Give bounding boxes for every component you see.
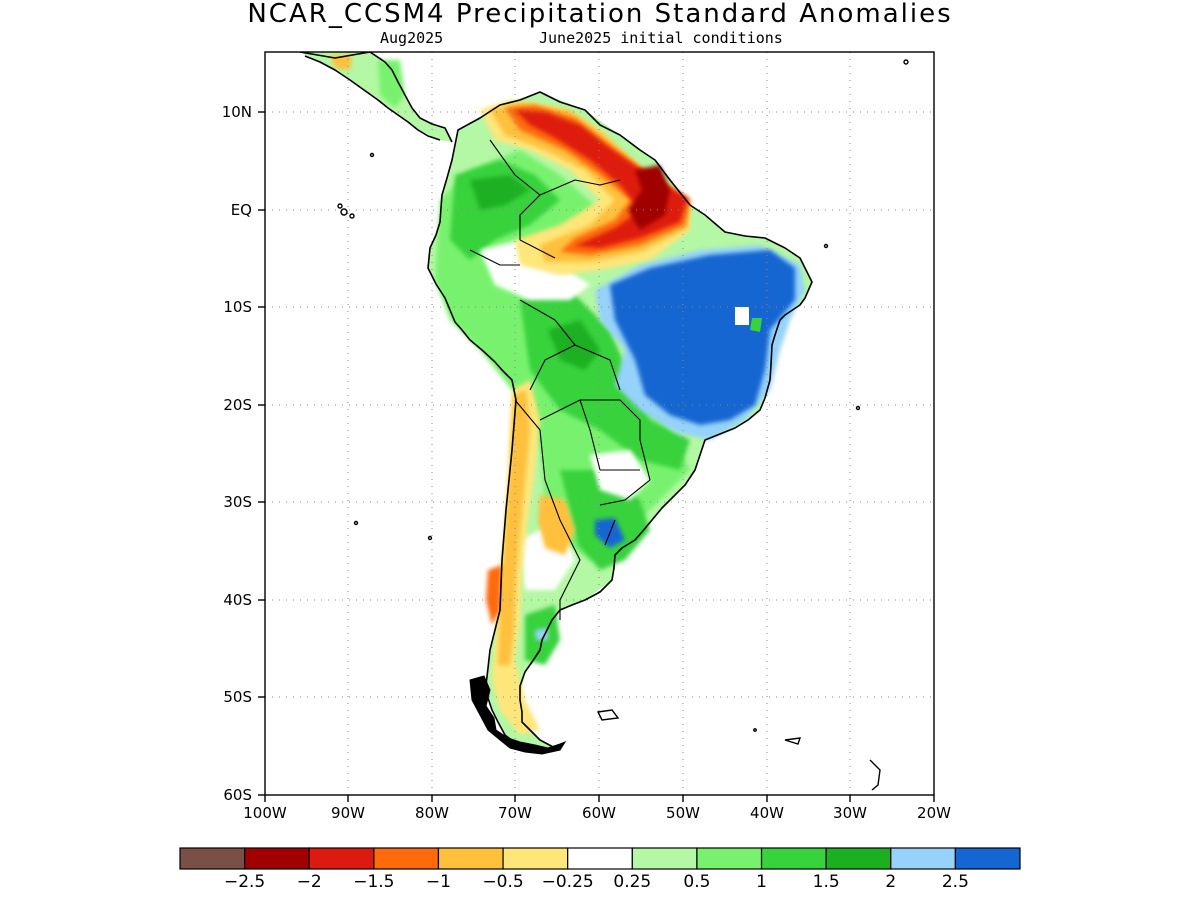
anomaly-green-dark-c — [470, 175, 530, 210]
colorbar-swatch — [437, 847, 504, 870]
central-america-land — [300, 52, 452, 142]
colorbar-label: 0.25 — [613, 872, 651, 892]
colorbar-swatch — [954, 847, 1021, 870]
lat-label: 10N — [222, 103, 252, 121]
lat-label: 10S — [223, 298, 252, 316]
anomaly-wet-gap-green — [750, 318, 762, 332]
colorbar-swatch — [825, 847, 892, 870]
map-gridlines — [265, 52, 934, 795]
lat-label: 40S — [223, 591, 252, 609]
colorbar-label: −2 — [297, 872, 322, 892]
colorbar-label: 1 — [756, 872, 767, 892]
colorbar-label: −1 — [426, 872, 451, 892]
colorbar-swatch — [502, 847, 569, 870]
colorbar-swatch — [760, 847, 827, 870]
colorbar-swatch — [890, 847, 956, 870]
anomaly-wet-gap — [735, 307, 749, 325]
anomaly-wet-patagonia — [535, 628, 548, 640]
colorbar-label: 0.5 — [683, 872, 710, 892]
forecast-month: Aug2025 — [380, 29, 444, 47]
anomaly-dry-pampas — [538, 495, 575, 555]
lon-label: 60W — [582, 804, 616, 822]
colorbar-label: 2 — [885, 872, 896, 892]
lon-label: 20W — [917, 804, 951, 822]
islands — [337, 59, 909, 791]
colorbar-label: 2.5 — [942, 872, 969, 892]
colorbar: −2.5 −2 −1.5 −1 −0.5 −0.25 0.25 0.5 1 1.5 2 2.5 — [179, 847, 1021, 892]
patagonia-fjords — [469, 675, 567, 755]
anomaly-green-central-america — [378, 60, 405, 108]
anomaly-neutral-b — [590, 450, 650, 500]
lat-label: 50S — [223, 688, 252, 706]
anomaly-dry-north-darkred — [628, 165, 670, 230]
lon-label: 80W — [415, 804, 449, 822]
lat-label: 30S — [223, 493, 252, 511]
colorbar-label: −2.5 — [224, 872, 265, 892]
longitude-labels: 100W 90W 80W 70W 60W 50W 40W 30W 20W — [243, 804, 951, 822]
colorbar-swatch — [308, 847, 375, 870]
chart-title: NCAR_CCSM4 Precipitation Standard Anomal… — [247, 0, 953, 29]
colorbar-label: −0.5 — [482, 872, 523, 892]
lon-label: 70W — [498, 804, 532, 822]
colorbar-swatch — [179, 847, 246, 870]
lat-label: 60S — [223, 786, 252, 804]
anomaly-dry-central-america — [330, 55, 352, 70]
colorbar-label: −1.5 — [353, 872, 394, 892]
anomaly-dry-andes-orange — [486, 565, 502, 625]
lon-label: 40W — [750, 804, 784, 822]
colorbar-swatch — [631, 847, 698, 870]
latitude-labels: 10N EQ 10S 20S 30S 40S 50S 60S — [222, 103, 252, 804]
country-borders — [469, 139, 651, 620]
anomaly-neutral-a — [480, 240, 590, 300]
anomaly-dry-andes-mid — [498, 390, 530, 665]
central-america-coast — [299, 52, 453, 143]
colorbar-swatch — [244, 847, 310, 870]
lon-label: 50W — [666, 804, 700, 822]
colorbar-swatch — [696, 847, 763, 870]
lon-label: 90W — [331, 804, 365, 822]
initial-conditions: June2025 initial conditions — [539, 29, 783, 47]
colorbar-swatch — [373, 847, 440, 870]
south-america-coast — [427, 91, 813, 753]
lon-label: 30W — [833, 804, 867, 822]
anomaly-wet-northeast-dark — [610, 250, 795, 425]
central-america-coast-south — [304, 55, 441, 141]
colorbar-swatch — [567, 847, 633, 870]
colorbar-label: 1.5 — [813, 872, 840, 892]
coastlines — [299, 52, 813, 753]
lon-label: 100W — [243, 804, 287, 822]
anomaly-field — [300, 52, 812, 752]
lat-label: 20S — [223, 396, 252, 414]
lat-label: EQ — [231, 201, 252, 219]
axis-ticks — [258, 111, 935, 802]
colorbar-label: −0.25 — [542, 872, 594, 892]
